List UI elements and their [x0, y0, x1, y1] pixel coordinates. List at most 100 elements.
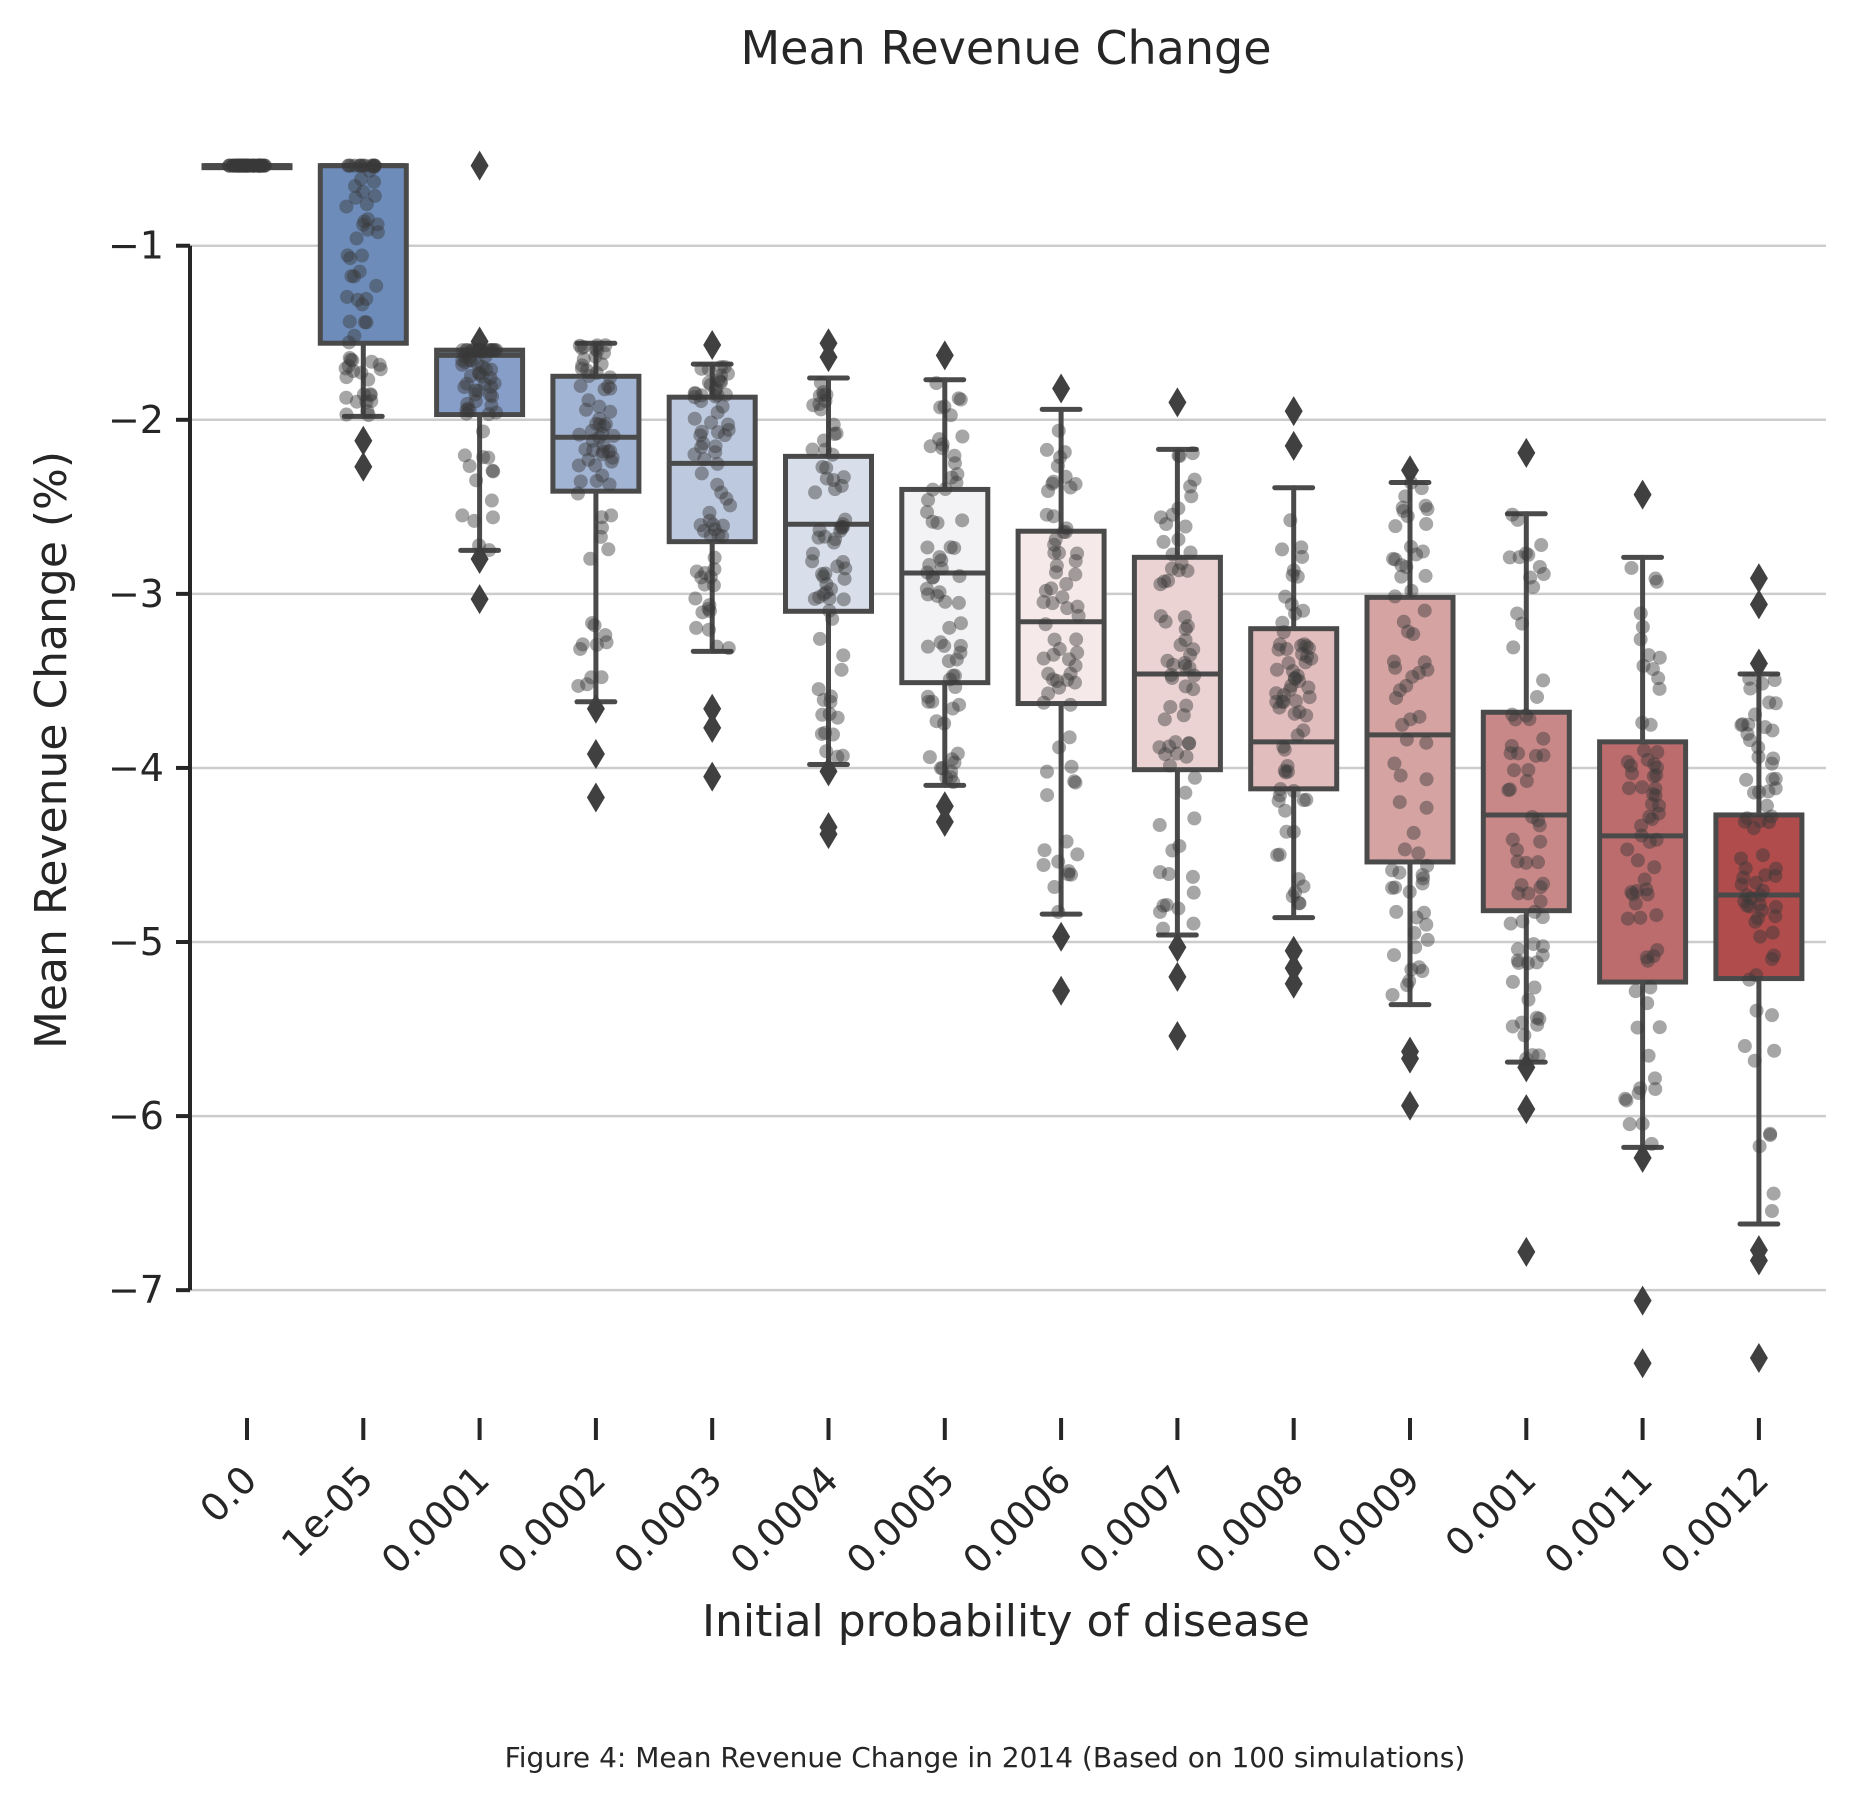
box-0.0006: [1015, 373, 1107, 1006]
jitter-point: [1299, 792, 1314, 807]
jitter-point: [1387, 589, 1402, 604]
jitter-point: [1064, 759, 1079, 774]
jitter-point: [813, 375, 828, 390]
jitter-point: [1652, 798, 1667, 813]
jitter-point: [247, 158, 262, 173]
jitter-point: [1748, 707, 1763, 722]
jitter-point: [572, 338, 587, 353]
jitter-point: [935, 761, 950, 776]
x-tick-label: 0.0: [192, 1457, 266, 1531]
outlier-marker: [1517, 1236, 1536, 1267]
jitter-point: [238, 158, 253, 173]
jitter-point: [1275, 615, 1290, 630]
jitter-point: [922, 558, 937, 573]
jitter-point: [235, 158, 250, 173]
jitter-point: [1737, 1039, 1752, 1054]
outlier-marker: [1052, 921, 1071, 952]
outlier-marker: [819, 342, 838, 373]
jitter-point: [1743, 891, 1758, 906]
jitter-point: [459, 406, 474, 421]
jitter-point: [341, 335, 356, 350]
jitter-point: [818, 442, 833, 457]
jitter-point: [822, 603, 837, 618]
jitter-point: [1532, 1011, 1547, 1026]
jitter-point: [1041, 666, 1056, 681]
jitter-point: [1407, 926, 1422, 941]
jitter-point: [830, 559, 845, 574]
jitter-point: [1396, 504, 1411, 519]
jitter-point: [688, 386, 703, 401]
jitter-point: [1273, 782, 1288, 797]
jitter-point: [1755, 903, 1770, 918]
jitter-point: [1620, 911, 1635, 926]
jitter-point: [1388, 660, 1403, 675]
jitter-point: [595, 447, 610, 462]
jitter-point: [1179, 698, 1194, 713]
jitter-point: [1272, 847, 1287, 862]
jitter-point: [1640, 887, 1655, 902]
jitter-point: [937, 399, 952, 414]
jitter-point: [1402, 884, 1417, 899]
jitter-point: [588, 341, 603, 356]
outlier-marker: [470, 544, 489, 575]
jitter-point: [1398, 489, 1413, 504]
jitter-point: [952, 569, 967, 584]
jitter-point: [348, 190, 363, 205]
jitter-point: [1534, 538, 1549, 553]
jitter-point: [1271, 642, 1286, 657]
jitter-point: [1764, 756, 1779, 771]
jitter-point: [1508, 712, 1523, 727]
jitter-point: [1059, 521, 1074, 536]
jitter-point: [578, 442, 593, 457]
jitter-point: [1648, 571, 1663, 586]
jitter-point: [1296, 793, 1311, 808]
box-0.0007: [1131, 387, 1223, 1052]
jitter-point: [1419, 516, 1434, 531]
outlier-marker: [354, 425, 373, 456]
jitter-point: [706, 517, 721, 532]
jitter-point: [1285, 889, 1300, 904]
jitter-point: [1509, 842, 1524, 857]
jitter-point: [1171, 448, 1186, 463]
jitter-point: [486, 464, 501, 479]
jitter-point: [1762, 695, 1777, 710]
jitter-point: [701, 362, 716, 377]
jitter-point: [252, 158, 267, 173]
jitter-point: [1178, 659, 1193, 674]
jitter-point: [1768, 900, 1783, 915]
jitter-point: [1753, 814, 1768, 829]
jitter-point: [1527, 904, 1542, 919]
jitter-point: [252, 158, 267, 173]
jitter-point: [1739, 898, 1754, 913]
outlier-marker: [470, 326, 489, 357]
jitter-point: [1044, 581, 1059, 596]
outlier-marker: [1749, 1245, 1768, 1276]
jitter-point: [1630, 1020, 1645, 1035]
jitter-point: [464, 353, 479, 368]
jitter-point: [819, 387, 834, 402]
jitter-point: [922, 750, 937, 765]
jitter-point: [579, 402, 594, 417]
jitter-point: [1182, 736, 1197, 751]
jitter-point: [228, 158, 243, 173]
jitter-point: [255, 158, 270, 173]
jitter-point: [1746, 821, 1761, 836]
jitter-point: [807, 591, 822, 606]
jitter-point: [701, 375, 716, 390]
jitter-point: [356, 217, 371, 232]
box-iqr: [1131, 554, 1223, 773]
jitter-point: [694, 361, 709, 376]
jitter-point: [934, 553, 949, 568]
jitter-point: [1529, 955, 1544, 970]
jitter-point: [348, 179, 363, 194]
jitter-point: [348, 158, 363, 173]
jitter-point: [340, 289, 355, 304]
jitter-point: [946, 775, 961, 790]
jitter-point: [1183, 545, 1198, 560]
jitter-point: [572, 427, 587, 442]
jitter-point: [1388, 552, 1403, 567]
jitter-point: [1301, 680, 1316, 695]
jitter-point: [926, 570, 941, 585]
jitter-point: [718, 387, 733, 402]
